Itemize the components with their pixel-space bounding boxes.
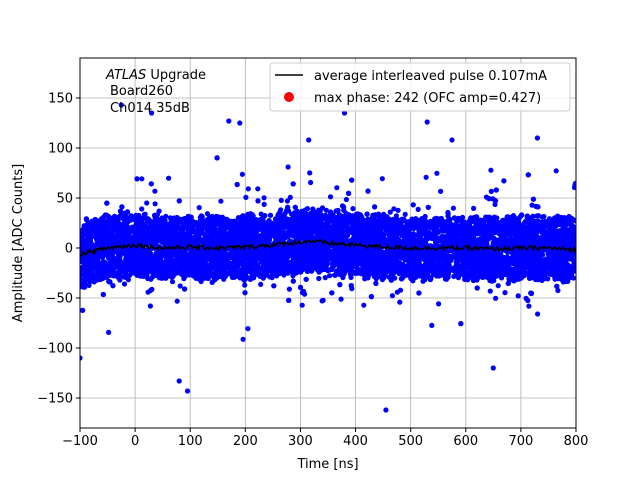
scatter-point [387,209,393,215]
scatter-point [402,211,408,217]
scatter-point [389,293,395,299]
scatter-series [80,102,576,413]
scatter-point [169,279,176,285]
scatter-point [243,194,249,200]
scatter-point [429,322,435,328]
scatter-point [177,283,183,289]
scatter-point [299,302,305,308]
scatter-point [166,175,172,181]
scatter-point [320,297,326,303]
scatter-point [343,196,349,203]
scatter-point [287,194,293,200]
scatter-point [255,186,261,192]
scatter-point [125,277,131,283]
scatter-point [350,206,356,212]
scatter-point [493,295,499,301]
scatter-point [286,286,292,292]
scatter-point [338,296,344,302]
scatter-point [535,311,541,317]
scatter-point [423,174,429,180]
scatter-point [218,198,224,204]
scatter-point [327,194,334,200]
scatter-point [397,299,403,305]
scatter-point [381,211,387,217]
scatter-point [502,290,508,296]
scatter-point [487,288,493,294]
scatter-point [515,293,521,299]
scatter-point [174,298,180,304]
scatter-point [499,275,505,281]
scatter-point [438,188,444,194]
scatter-point [242,282,248,288]
scatter-point [139,176,145,182]
scatter-point [488,167,494,173]
scatter-point [316,275,322,282]
scatter-point [204,211,210,217]
scatter-point [106,329,112,335]
scatter-point [284,198,290,204]
scatter-point [196,205,202,211]
scatter-point [361,302,367,308]
